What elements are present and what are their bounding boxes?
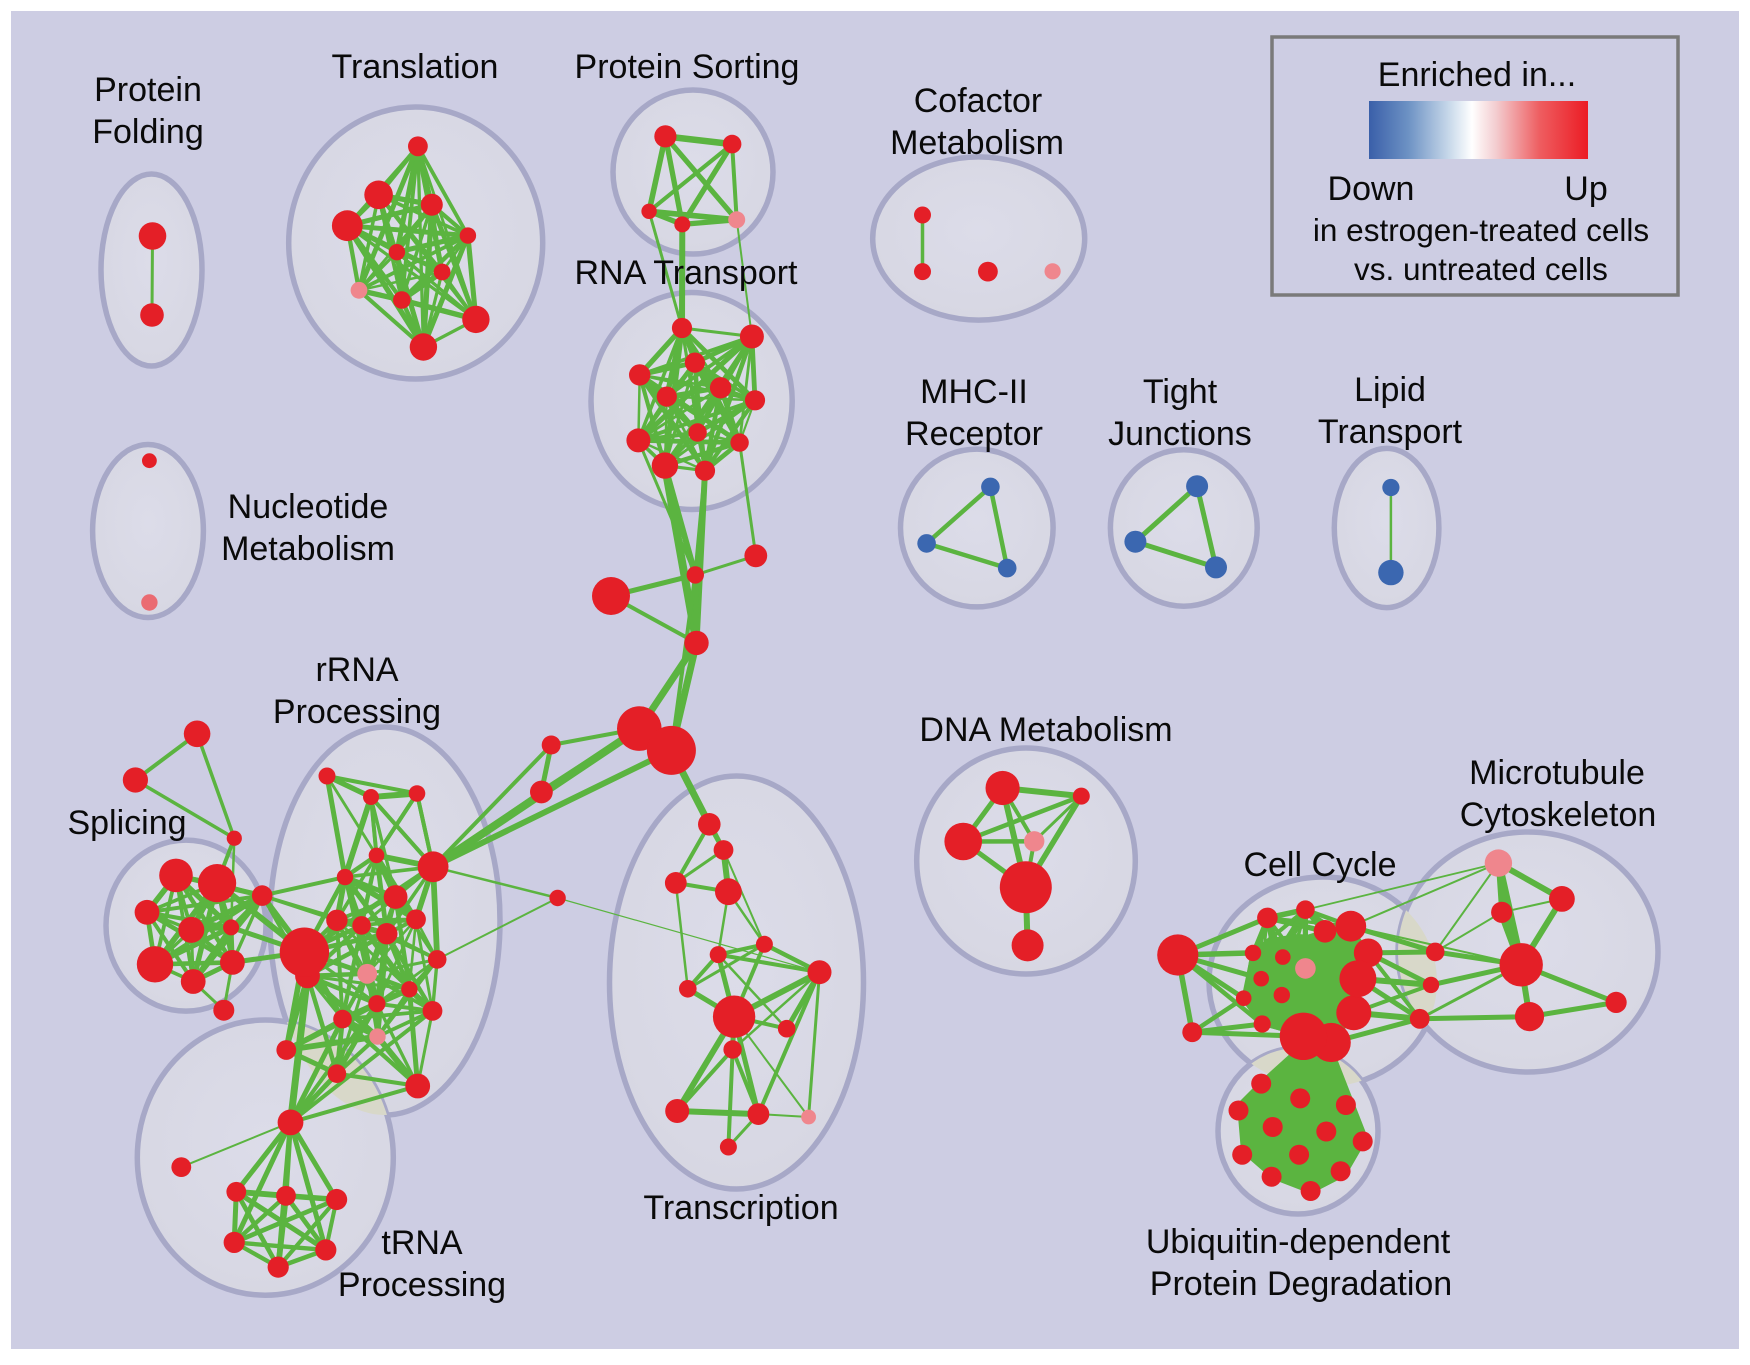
svg-text:Protein Sorting: Protein Sorting (575, 48, 800, 86)
svg-text:Up: Up (1564, 170, 1607, 208)
svg-text:Lipid: Lipid (1354, 371, 1426, 409)
svg-text:Microtubule: Microtubule (1469, 754, 1645, 792)
svg-text:Receptor: Receptor (905, 415, 1043, 453)
svg-text:Splicing: Splicing (67, 804, 186, 842)
svg-text:Protein: Protein (94, 71, 202, 109)
svg-text:Ubiquitin-dependent: Ubiquitin-dependent (1146, 1223, 1451, 1261)
svg-text:Down: Down (1328, 170, 1415, 208)
svg-text:Translation: Translation (332, 48, 499, 86)
svg-text:Junctions: Junctions (1108, 415, 1252, 453)
svg-text:Enriched in...: Enriched in... (1378, 56, 1576, 94)
svg-text:Cofactor: Cofactor (914, 82, 1043, 120)
svg-text:Transcription: Transcription (643, 1189, 838, 1227)
svg-text:Folding: Folding (92, 113, 204, 151)
svg-text:DNA Metabolism: DNA Metabolism (919, 711, 1172, 749)
svg-text:Cytoskeleton: Cytoskeleton (1460, 796, 1657, 834)
svg-text:RNA Transport: RNA Transport (575, 254, 799, 292)
svg-text:Transport: Transport (1318, 413, 1463, 451)
svg-text:tRNA: tRNA (381, 1224, 463, 1262)
svg-text:Protein Degradation: Protein Degradation (1150, 1265, 1452, 1303)
svg-text:Cell Cycle: Cell Cycle (1243, 846, 1396, 884)
svg-text:Processing: Processing (338, 1266, 506, 1304)
svg-text:in estrogen-treated cells: in estrogen-treated cells (1313, 212, 1649, 248)
svg-text:Metabolism: Metabolism (890, 124, 1064, 162)
svg-text:Nucleotide: Nucleotide (228, 488, 389, 526)
svg-text:MHC-II: MHC-II (920, 373, 1028, 411)
svg-text:rRNA: rRNA (315, 651, 398, 689)
svg-text:Processing: Processing (273, 693, 441, 731)
svg-text:vs. untreated cells: vs. untreated cells (1354, 251, 1608, 287)
svg-text:Tight: Tight (1143, 373, 1218, 411)
svg-text:Metabolism: Metabolism (221, 530, 395, 568)
